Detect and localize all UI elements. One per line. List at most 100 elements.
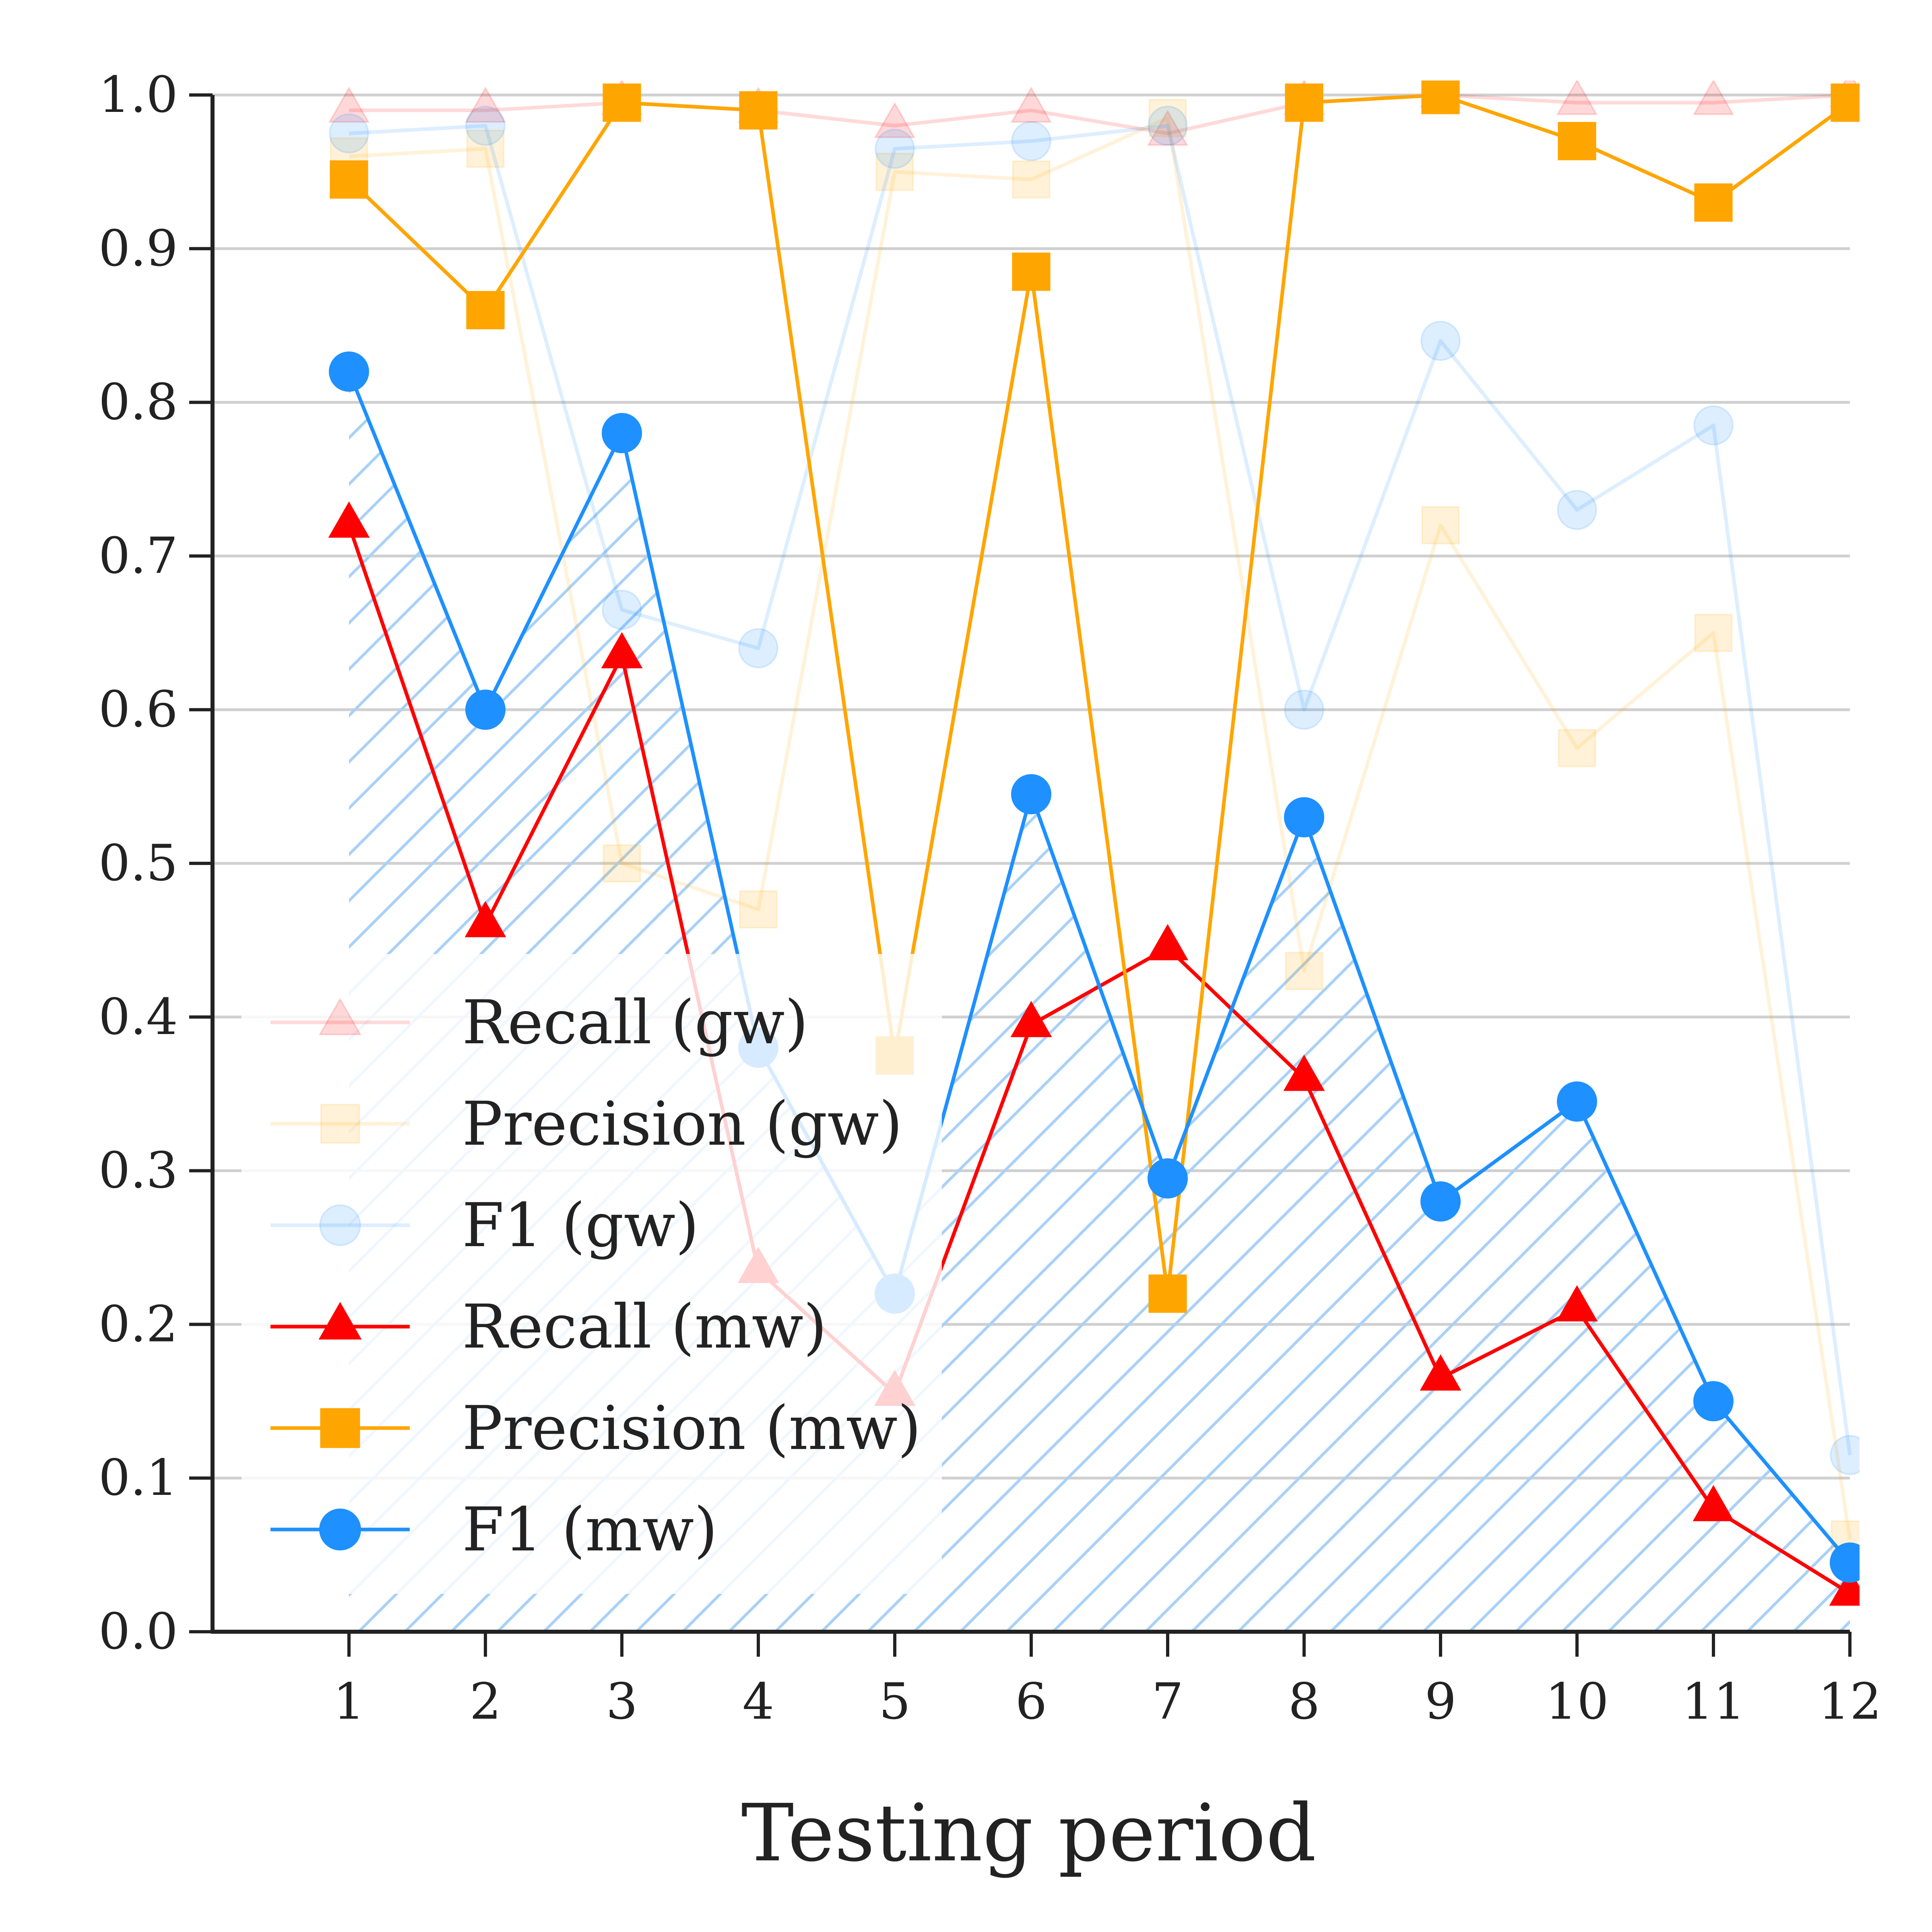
- point-recall-gw-2: [464, 86, 506, 123]
- point-precision-mw-12: [1831, 83, 1860, 122]
- x-tick-label-7: 7: [1152, 1673, 1184, 1731]
- legend-item-recall-gw: Recall (gw): [270, 988, 808, 1058]
- x-tick-label-2: 2: [470, 1673, 502, 1731]
- line-f1-gw: [349, 124, 1852, 1455]
- point-precision-mw-6: [1012, 252, 1051, 291]
- legend-label-precision-mw: Precision (mw): [462, 1393, 921, 1463]
- point-f1-mw-6: [1011, 774, 1051, 815]
- point-precision-mw-7: [1148, 1274, 1187, 1313]
- point-f1-mw-3: [602, 413, 642, 453]
- legend-item-f1-gw: F1 (gw): [270, 1191, 699, 1261]
- point-precision-mw-11: [1694, 183, 1733, 222]
- legend-label-recall-mw: Recall (mw): [462, 1292, 827, 1362]
- point-f1-gw-5: [875, 128, 915, 169]
- legend-label-f1-mw: F1 (mw): [462, 1495, 718, 1565]
- point-f1-gw-3: [602, 590, 642, 630]
- point-precision-gw-10: [1558, 729, 1596, 768]
- y-tick-label-4: 0.4: [99, 988, 178, 1046]
- point-recall-mw-6: [1010, 1001, 1052, 1037]
- point-recall-gw-10: [1556, 80, 1598, 115]
- legend-label-recall-gw: Recall (gw): [462, 988, 808, 1058]
- y-tick-label-0: 0.0: [99, 1603, 178, 1661]
- y-tick-label-6: 0.6: [99, 681, 178, 739]
- legend-item-precision-gw: Precision (gw): [270, 1089, 902, 1159]
- point-f1-mw-10: [1557, 1081, 1597, 1122]
- legend-marker-recall-gw: [318, 997, 362, 1035]
- y-tick-label-9: 0.9: [99, 220, 178, 278]
- point-precision-gw-5: [875, 153, 914, 191]
- x-tick-label-6: 6: [1016, 1673, 1047, 1731]
- point-f1-mw-9: [1420, 1181, 1461, 1222]
- point-recall-gw-11: [1693, 80, 1734, 115]
- point-recall-mw-2: [464, 901, 506, 937]
- point-recall-mw-8: [1283, 1055, 1325, 1091]
- point-recall-mw-10: [1556, 1285, 1598, 1322]
- point-f1-gw-12: [1830, 1435, 1860, 1475]
- point-f1-gw-4: [738, 628, 778, 669]
- y-tick-label-10: 1.0: [99, 66, 178, 124]
- point-precision-gw-11: [1694, 613, 1733, 652]
- point-f1-gw-10: [1557, 489, 1597, 530]
- point-precision-mw-1: [330, 160, 368, 199]
- x-tick-label-10: 10: [1545, 1673, 1609, 1731]
- point-recall-mw-9: [1420, 1354, 1461, 1391]
- point-recall-mw-7: [1147, 924, 1189, 960]
- point-precision-mw-8: [1285, 83, 1323, 122]
- point-recall-gw-1: [328, 86, 370, 123]
- line-precision-gw: [349, 116, 1852, 1540]
- x-tick-label-5: 5: [879, 1673, 911, 1731]
- point-precision-gw-6: [1012, 160, 1051, 199]
- legend-item-recall-mw: Recall (mw): [270, 1292, 827, 1362]
- y-tick-label-8: 0.8: [99, 374, 178, 431]
- x-tick-label-4: 4: [743, 1673, 774, 1731]
- point-recall-mw-1: [328, 501, 370, 538]
- line-f1-mw: [347, 371, 1852, 1564]
- legend-label-precision-gw: Precision (gw): [462, 1089, 902, 1159]
- point-f1-mw-7: [1148, 1158, 1188, 1199]
- series-layer: [328, 80, 1860, 1606]
- point-f1-gw-1: [329, 113, 369, 154]
- y-tick-label-3: 0.3: [99, 1142, 178, 1200]
- point-precision-gw-8: [1285, 952, 1323, 990]
- point-precision-gw-2: [466, 130, 505, 168]
- legend-marker-recall-mw: [318, 1302, 362, 1340]
- point-f1-gw-7: [1148, 105, 1188, 146]
- legend-marker-f1-gw: [319, 1204, 361, 1246]
- y-tick-label-2: 0.2: [99, 1295, 178, 1353]
- point-recall-gw-6: [1010, 86, 1052, 123]
- y-tick-label-1: 0.1: [99, 1449, 178, 1507]
- point-f1-mw-12: [1830, 1542, 1860, 1583]
- x-tick-label-11: 11: [1682, 1673, 1745, 1731]
- point-f1-gw-8: [1284, 689, 1324, 730]
- y-tick-label-5: 0.5: [99, 834, 178, 892]
- point-precision-gw-4: [739, 890, 778, 929]
- legend-item-precision-mw: Precision (mw): [270, 1393, 921, 1463]
- y-tick-label-7: 0.7: [99, 527, 178, 585]
- legend-marker-precision-mw: [320, 1408, 360, 1448]
- point-precision-mw-9: [1421, 80, 1460, 114]
- point-precision-gw-9: [1421, 506, 1460, 545]
- x-tick-label-12: 12: [1818, 1673, 1882, 1731]
- point-f1-gw-6: [1011, 121, 1051, 161]
- point-recall-gw-5: [874, 102, 916, 138]
- legend-marker-f1-mw: [319, 1509, 361, 1550]
- point-precision-gw-3: [603, 844, 641, 883]
- point-recall-gw-7: [1147, 109, 1189, 146]
- line-precision-mw: [347, 93, 1851, 1296]
- point-f1-mw-1: [329, 351, 369, 392]
- point-recall-mw-11: [1693, 1485, 1734, 1521]
- point-precision-mw-3: [603, 83, 641, 122]
- point-f1-mw-8: [1284, 797, 1324, 838]
- point-f1-mw-2: [465, 689, 506, 730]
- x-tick-label-1: 1: [333, 1673, 365, 1731]
- point-recall-mw-3: [601, 632, 643, 669]
- point-precision-mw-4: [739, 91, 778, 130]
- x-tick-label-9: 9: [1425, 1673, 1457, 1731]
- point-f1-mw-11: [1693, 1381, 1734, 1422]
- legend: Recall (gw) Precision (gw) F1 (gw) Recall (…: [242, 954, 942, 1594]
- legend-marker-precision-gw: [320, 1104, 360, 1144]
- point-f1-gw-11: [1693, 405, 1734, 446]
- legend-label-f1-gw: F1 (gw): [462, 1191, 699, 1261]
- point-precision-mw-10: [1558, 122, 1596, 161]
